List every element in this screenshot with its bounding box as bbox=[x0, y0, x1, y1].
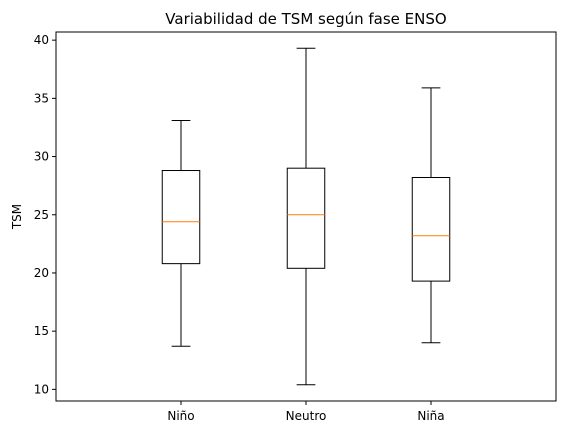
y-tick-label: 10 bbox=[34, 382, 49, 396]
y-tick-label: 35 bbox=[34, 91, 49, 105]
box-niño bbox=[161, 170, 201, 265]
x-tick-label: Niña bbox=[417, 409, 444, 423]
y-tick-label: 40 bbox=[34, 33, 49, 47]
y-axis-label: TSM bbox=[10, 204, 24, 230]
x-tick-label: Niño bbox=[167, 409, 194, 423]
y-tick-label: 15 bbox=[34, 324, 49, 338]
y-tick-label: 30 bbox=[34, 150, 49, 164]
box-niña bbox=[411, 177, 451, 282]
y-tick-label: 20 bbox=[34, 266, 49, 280]
x-tick-label: Neutro bbox=[286, 409, 327, 423]
plot-area: 10 15 20 25 30 35 40 Niño Neutro Niña bbox=[34, 31, 557, 423]
box-neutro bbox=[286, 167, 326, 269]
y-tick-label: 25 bbox=[34, 208, 49, 222]
chart-title: Variabilidad de TSM según fase ENSO bbox=[165, 10, 446, 28]
